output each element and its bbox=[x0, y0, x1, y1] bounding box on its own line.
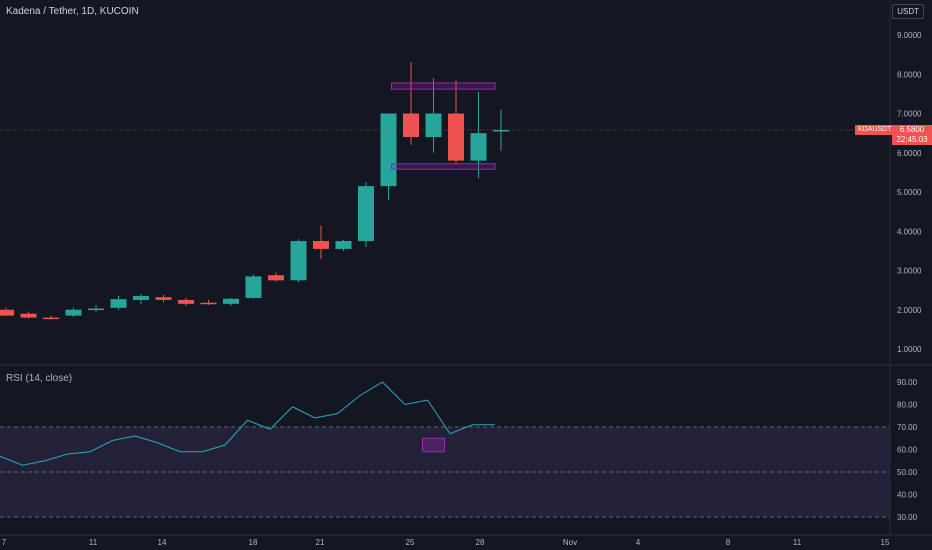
time-tick-label: 4 bbox=[636, 538, 641, 547]
symbol-tag: KDAUSDT bbox=[855, 125, 895, 135]
candle-body bbox=[268, 275, 284, 281]
candle-body bbox=[380, 113, 397, 187]
price-tick-label: 5.0000 bbox=[897, 188, 922, 197]
candle-body bbox=[448, 113, 464, 161]
time-tick-label: 18 bbox=[249, 538, 258, 547]
price-tick-label: 3.0000 bbox=[897, 267, 922, 276]
price-tick-label: 8.0000 bbox=[897, 70, 922, 79]
candle-body bbox=[245, 276, 262, 298]
time-tick-label: 7 bbox=[2, 538, 7, 547]
time-tick-label: 25 bbox=[406, 538, 415, 547]
time-tick-label: Nov bbox=[563, 538, 577, 547]
last-price-value: 6.5800 bbox=[899, 125, 925, 134]
rsi-title: RSI (14, close) bbox=[6, 373, 73, 384]
time-tick-label: 11 bbox=[89, 538, 98, 547]
price-zone-annotation bbox=[391, 82, 496, 90]
candle-body bbox=[425, 113, 442, 138]
rsi-tick-label: 90.00 bbox=[897, 378, 918, 387]
time-tick-label: 8 bbox=[726, 538, 731, 547]
candle-body bbox=[403, 113, 419, 138]
time-tick-label: 15 bbox=[881, 538, 890, 547]
candle-body bbox=[200, 302, 217, 305]
candle-body bbox=[358, 186, 374, 242]
candle-body bbox=[155, 297, 172, 300]
price-tick-label: 1.0000 bbox=[897, 345, 922, 354]
rsi-tick-label: 60.00 bbox=[897, 446, 918, 455]
rsi-tick-label: 70.00 bbox=[897, 423, 918, 432]
candle-body bbox=[20, 313, 37, 318]
candle-body bbox=[470, 133, 487, 161]
last-price-countdown: 22:45:03 bbox=[896, 135, 928, 144]
time-tick-label: 21 bbox=[316, 538, 325, 547]
chart-title: Kadena / Tether, 1D, KUCOIN bbox=[6, 6, 139, 17]
candle-body bbox=[43, 317, 59, 320]
rsi-line bbox=[0, 381, 495, 466]
price-tick-label: 7.0000 bbox=[897, 110, 922, 119]
candle-body bbox=[178, 299, 194, 304]
price-tick-label: 4.0000 bbox=[897, 227, 922, 236]
rsi-tick-label: 40.00 bbox=[897, 491, 918, 500]
candle-body bbox=[313, 241, 329, 249]
candle-body bbox=[88, 308, 104, 311]
rsi-tick-label: 80.00 bbox=[897, 401, 918, 410]
candle-body bbox=[110, 299, 127, 308]
last-price-tag: 6.5800 22:45:03 bbox=[892, 125, 932, 145]
price-tick-label: 9.0000 bbox=[897, 31, 922, 40]
rsi-tick-label: 30.00 bbox=[897, 513, 918, 522]
rsi-tick-label: 50.00 bbox=[897, 468, 918, 477]
candle-body bbox=[223, 298, 239, 304]
price-tick-label: 6.0000 bbox=[897, 149, 922, 158]
time-tick-label: 11 bbox=[793, 538, 802, 547]
candle-body bbox=[493, 129, 509, 132]
candle-body bbox=[290, 241, 307, 281]
price-zone-annotation bbox=[391, 163, 496, 170]
candle-body bbox=[65, 309, 82, 316]
time-tick-label: 28 bbox=[476, 538, 485, 547]
time-tick-label: 14 bbox=[158, 538, 167, 547]
candle-body bbox=[0, 309, 14, 316]
currency-button[interactable]: USDT bbox=[892, 4, 924, 19]
rsi-box-annotation bbox=[422, 437, 445, 453]
candle-body bbox=[335, 241, 352, 249]
candle-body bbox=[133, 296, 149, 300]
price-tick-label: 2.0000 bbox=[897, 306, 922, 315]
